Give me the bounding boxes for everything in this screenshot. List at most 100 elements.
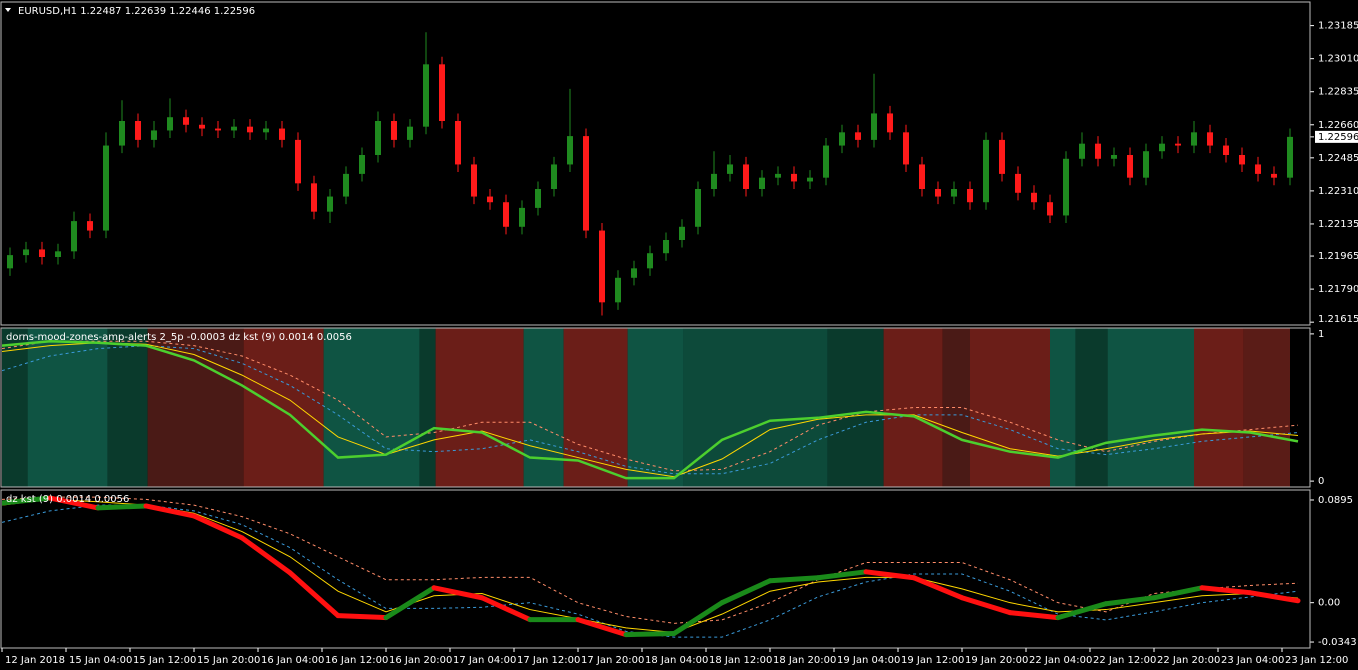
candle-body bbox=[55, 251, 61, 257]
x-tick-label: 22 Jan 20:00 bbox=[1157, 655, 1220, 666]
x-tick-label: 23 Jan 12:00 bbox=[1285, 655, 1348, 666]
candle-body bbox=[583, 136, 589, 231]
candle-body bbox=[535, 189, 541, 208]
candle-body bbox=[983, 139, 989, 203]
kst-segment bbox=[95, 503, 149, 511]
y-tick-label: 0.00 bbox=[1318, 598, 1340, 609]
candle-body bbox=[919, 164, 925, 189]
y-tick-label: 1.22485 bbox=[1318, 153, 1358, 164]
candle-body bbox=[1127, 155, 1133, 178]
panel-title: EURUSD,H1 1.22487 1.22639 1.22446 1.2259… bbox=[18, 6, 255, 17]
x-tick-label: 16 Jan 04:00 bbox=[261, 655, 324, 666]
mood-zone bbox=[107, 328, 148, 487]
candle-body bbox=[807, 177, 813, 182]
candle-body bbox=[631, 268, 637, 278]
x-tick-label: 15 Jan 20:00 bbox=[197, 655, 260, 666]
candle-body bbox=[887, 113, 893, 133]
indicator-line bbox=[2, 342, 1299, 478]
price-box bbox=[1315, 130, 1358, 143]
candle-body bbox=[1143, 151, 1149, 178]
x-tick-label: 17 Jan 12:00 bbox=[517, 655, 580, 666]
kst-segment bbox=[239, 535, 293, 576]
kst-segment bbox=[815, 569, 869, 581]
candle-body bbox=[871, 113, 877, 140]
candle-body bbox=[1047, 202, 1053, 216]
kst-segment bbox=[911, 575, 965, 601]
kst-segment bbox=[719, 578, 773, 606]
x-tick-label: 19 Jan 04:00 bbox=[837, 655, 900, 666]
panel-border bbox=[0, 327, 1311, 488]
candle-body bbox=[183, 117, 189, 125]
kst-segment bbox=[479, 595, 533, 623]
x-tick-label: 17 Jan 20:00 bbox=[581, 655, 644, 666]
menu-arrow bbox=[5, 8, 11, 12]
indicator-line bbox=[2, 339, 1299, 480]
kst-segment bbox=[959, 595, 1013, 616]
candle-body bbox=[263, 128, 269, 133]
mood-zone bbox=[1075, 328, 1108, 487]
x-tick-label: 15 Jan 04:00 bbox=[69, 655, 132, 666]
x-tick-label: 23 Jan 04:00 bbox=[1221, 655, 1284, 666]
mood-zone bbox=[1243, 328, 1290, 487]
mood-zone bbox=[683, 328, 828, 487]
kst-segment bbox=[671, 600, 725, 637]
y-tick-label: 1.22310 bbox=[1318, 186, 1358, 197]
panel bbox=[2, 328, 1299, 487]
candle-body bbox=[23, 249, 29, 256]
panel-title: dz kst (9) 0.0014 0.0056 bbox=[6, 494, 129, 505]
mood-zone bbox=[147, 328, 244, 487]
candle-body bbox=[551, 164, 557, 189]
candle-body bbox=[311, 183, 317, 212]
candle-body bbox=[247, 126, 253, 133]
candle-body bbox=[679, 226, 685, 240]
candle-body bbox=[791, 173, 797, 182]
panel-border bbox=[0, 1, 1311, 326]
mood-zone bbox=[970, 328, 1050, 487]
candle-body bbox=[1175, 143, 1181, 146]
x-tick-label: 12 Jan 2018 bbox=[5, 655, 65, 666]
y-tick-label: 1.21965 bbox=[1318, 251, 1358, 262]
panel bbox=[7, 32, 1293, 316]
candle-body bbox=[327, 196, 333, 212]
candle-body bbox=[1111, 155, 1117, 159]
candle-body bbox=[1191, 132, 1197, 146]
candle-body bbox=[295, 139, 301, 184]
candle-body bbox=[71, 221, 77, 252]
kst-segment bbox=[1151, 585, 1205, 601]
candle-body bbox=[1207, 132, 1213, 146]
candle-body bbox=[663, 240, 669, 254]
candle-body bbox=[87, 221, 93, 231]
candle-body bbox=[615, 277, 621, 303]
y-tick-label: 0.0895 bbox=[1318, 495, 1353, 506]
kst-segment bbox=[623, 631, 677, 638]
candle-body bbox=[7, 255, 13, 269]
candle-body bbox=[39, 249, 45, 257]
indicator-line bbox=[2, 345, 1299, 475]
x-tick-label: 19 Jan 12:00 bbox=[901, 655, 964, 666]
kst-segment bbox=[143, 503, 197, 519]
candle-body bbox=[743, 164, 749, 189]
candle-body bbox=[903, 132, 909, 165]
candle-body bbox=[359, 155, 365, 174]
x-tick-label: 17 Jan 04:00 bbox=[453, 655, 516, 666]
y-tick-label: 0 bbox=[1318, 476, 1324, 487]
candle-body bbox=[1063, 158, 1069, 216]
kst-segment bbox=[191, 513, 245, 541]
x-tick-label: 15 Jan 12:00 bbox=[133, 655, 196, 666]
candle-body bbox=[599, 230, 605, 303]
kst-segment bbox=[47, 495, 101, 511]
candle-body bbox=[119, 121, 125, 146]
candle-body bbox=[391, 121, 397, 140]
candle-body bbox=[1159, 143, 1165, 152]
candle-body bbox=[471, 164, 477, 197]
mood-zone bbox=[243, 328, 324, 487]
kst-segment bbox=[1247, 590, 1301, 604]
mood-zone bbox=[1050, 328, 1076, 487]
kst-segment bbox=[1103, 595, 1157, 607]
mood-zone bbox=[1107, 328, 1194, 487]
candle-body bbox=[855, 132, 861, 140]
y-tick-label: 1.23010 bbox=[1318, 54, 1358, 65]
kst-segment bbox=[863, 569, 917, 581]
candle-body bbox=[759, 177, 765, 189]
